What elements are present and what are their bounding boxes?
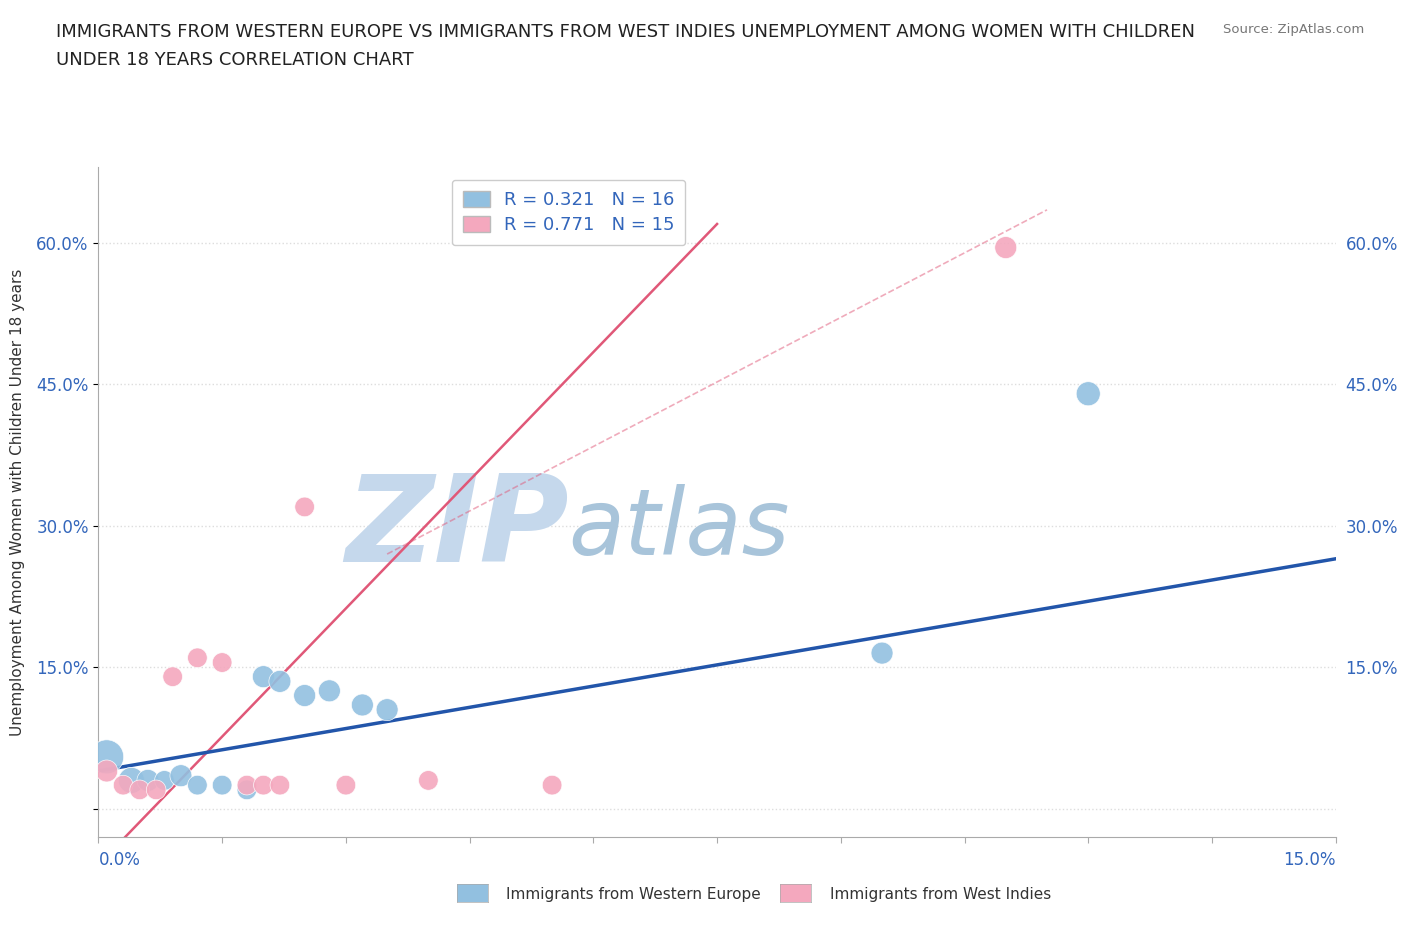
Point	[252, 777, 274, 792]
Legend: R = 0.321   N = 16, R = 0.771   N = 15: R = 0.321 N = 16, R = 0.771 N = 15	[451, 179, 686, 246]
Point	[541, 777, 564, 792]
Point	[375, 702, 398, 717]
Point	[211, 655, 233, 670]
Point	[96, 750, 118, 764]
Point	[294, 688, 316, 703]
Point	[128, 782, 150, 797]
Point	[335, 777, 357, 792]
Point	[153, 773, 176, 788]
Point	[994, 240, 1017, 255]
Point	[162, 670, 184, 684]
Point	[170, 768, 193, 783]
Point	[136, 773, 159, 788]
Point	[186, 650, 208, 665]
Point	[418, 773, 440, 788]
Y-axis label: Unemployment Among Women with Children Under 18 years: Unemployment Among Women with Children U…	[10, 269, 25, 736]
Text: 15.0%: 15.0%	[1284, 851, 1336, 869]
Text: atlas: atlas	[568, 484, 790, 574]
Text: UNDER 18 YEARS CORRELATION CHART: UNDER 18 YEARS CORRELATION CHART	[56, 51, 413, 69]
Point	[269, 777, 291, 792]
Point	[236, 777, 259, 792]
Text: 0.0%: 0.0%	[98, 851, 141, 869]
Point	[112, 777, 135, 792]
Point	[252, 670, 274, 684]
Text: Immigrants from West Indies: Immigrants from West Indies	[830, 887, 1050, 902]
Text: Source: ZipAtlas.com: Source: ZipAtlas.com	[1223, 23, 1364, 36]
Point	[318, 684, 340, 698]
Point	[294, 499, 316, 514]
Point	[211, 777, 233, 792]
Point	[269, 674, 291, 689]
Point	[145, 782, 167, 797]
Point	[120, 773, 142, 788]
Text: Immigrants from Western Europe: Immigrants from Western Europe	[506, 887, 761, 902]
Point	[352, 698, 374, 712]
Point	[1077, 386, 1099, 401]
Point	[186, 777, 208, 792]
Point	[96, 764, 118, 778]
Point	[236, 782, 259, 797]
Text: IMMIGRANTS FROM WESTERN EUROPE VS IMMIGRANTS FROM WEST INDIES UNEMPLOYMENT AMONG: IMMIGRANTS FROM WESTERN EUROPE VS IMMIGR…	[56, 23, 1195, 41]
Text: ZIP: ZIP	[344, 471, 568, 588]
Point	[870, 645, 893, 660]
